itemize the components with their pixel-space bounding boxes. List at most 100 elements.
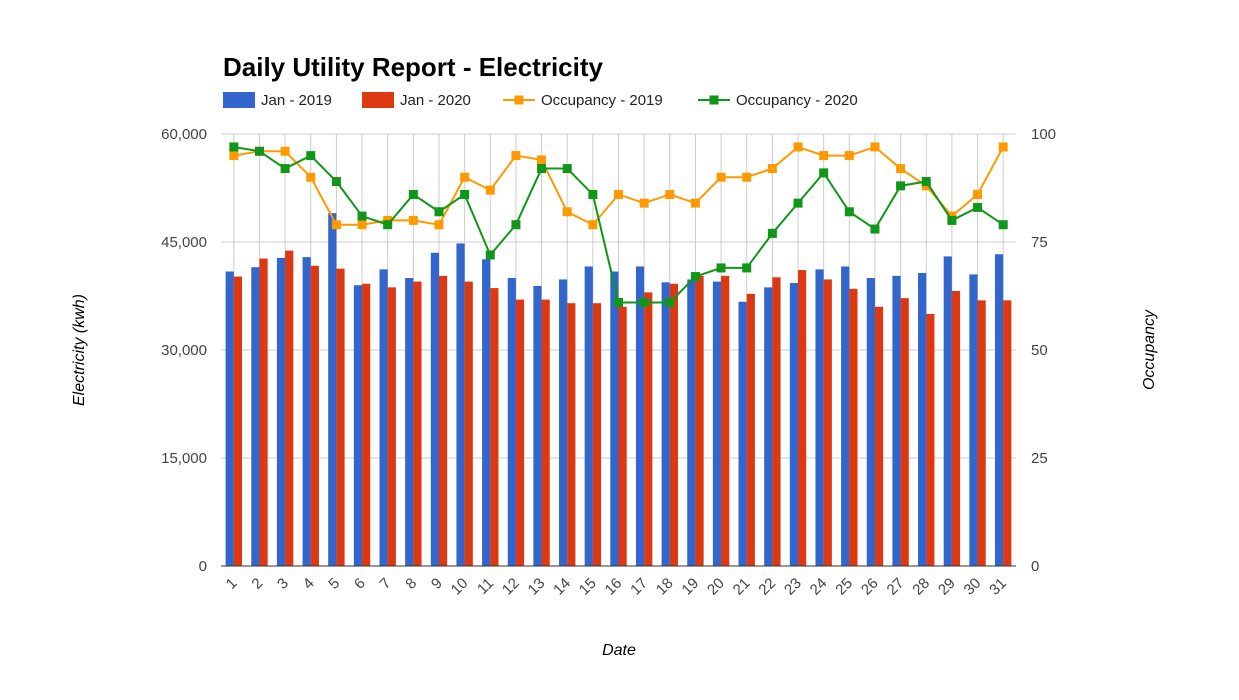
bar-jan-2020 — [798, 270, 807, 566]
bar-jan-2019 — [815, 269, 824, 566]
point-occupancy-2020 — [614, 297, 623, 307]
line-marks — [229, 142, 1008, 307]
bar-jan-2020 — [900, 298, 909, 566]
bar-jan-2020 — [695, 275, 704, 566]
point-occupancy-2020 — [357, 211, 367, 221]
point-occupancy-2019 — [639, 198, 649, 208]
point-occupancy-2020 — [639, 297, 649, 307]
bar-jan-2020 — [413, 281, 422, 566]
point-occupancy-2019 — [357, 220, 367, 230]
bar-jan-2019 — [302, 257, 311, 566]
bar-jan-2019 — [635, 266, 645, 566]
point-occupancy-2019 — [511, 151, 521, 161]
point-occupancy-2020 — [588, 189, 598, 199]
point-occupancy-2020 — [844, 207, 854, 217]
bar-jan-2019 — [225, 271, 234, 566]
point-occupancy-2020 — [306, 151, 316, 161]
bar-jan-2020 — [926, 314, 935, 566]
point-occupancy-2020 — [973, 202, 983, 212]
bar-jan-2019 — [738, 301, 747, 566]
point-occupancy-2020 — [511, 220, 521, 230]
point-occupancy-2020 — [460, 189, 470, 199]
point-occupancy-2019 — [280, 146, 290, 156]
point-occupancy-2019 — [614, 189, 623, 199]
point-occupancy-2019 — [896, 164, 906, 174]
bar-jan-2019 — [687, 279, 696, 566]
bar-jan-2020 — [669, 283, 678, 566]
point-occupancy-2019 — [460, 172, 470, 182]
bar-jan-2020 — [259, 258, 268, 566]
point-occupancy-2019 — [562, 207, 572, 217]
bar-jan-2019 — [276, 257, 286, 566]
y-tick-label: 30,000 — [161, 342, 207, 359]
bar-jan-2019 — [712, 281, 722, 566]
bar-jan-2020 — [849, 288, 858, 566]
bar-jan-2020 — [592, 303, 602, 566]
bar-marks — [225, 213, 1012, 567]
legend-marker-occupancy-2020 — [709, 95, 719, 105]
bar-jan-2020 — [387, 287, 396, 566]
bar-jan-2020 — [541, 299, 550, 566]
point-occupancy-2020 — [947, 215, 957, 225]
bar-jan-2019 — [584, 266, 593, 566]
point-occupancy-2019 — [537, 155, 547, 165]
bar-jan-2020 — [515, 299, 525, 566]
bar-jan-2019 — [328, 213, 337, 566]
bar-jan-2019 — [969, 274, 978, 566]
point-occupancy-2020 — [998, 220, 1008, 230]
bar-jan-2020 — [977, 300, 986, 566]
bar-jan-2019 — [353, 285, 363, 566]
point-occupancy-2020 — [562, 164, 572, 174]
point-occupancy-2020 — [434, 207, 444, 217]
point-occupancy-2020 — [537, 164, 547, 174]
bar-jan-2020 — [567, 303, 576, 566]
y2-tick-label: 0 — [1031, 558, 1039, 575]
legend: Jan - 2019 Jan - 2020 Occupancy - 2019 Occu… — [223, 92, 858, 109]
y-axis-title: Electricity (kwh) — [71, 294, 88, 406]
point-occupancy-2019 — [742, 172, 752, 182]
point-occupancy-2019 — [690, 198, 700, 208]
point-occupancy-2019 — [331, 220, 341, 230]
bar-jan-2019 — [994, 254, 1004, 567]
point-occupancy-2020 — [742, 263, 752, 273]
point-occupancy-2020 — [690, 272, 700, 282]
point-occupancy-2019 — [588, 220, 598, 230]
point-occupancy-2020 — [665, 297, 675, 307]
bar-jan-2019 — [610, 271, 619, 566]
legend-label: Jan - 2020 — [400, 92, 471, 109]
bar-jan-2019 — [892, 275, 901, 566]
chart-title: Daily Utility Report - Electricity — [223, 52, 604, 82]
y2-tick-label: 100 — [1031, 126, 1056, 143]
bar-jan-2019 — [405, 278, 414, 566]
bar-jan-2020 — [310, 265, 319, 566]
bar-jan-2019 — [841, 266, 850, 566]
y2-tick-label: 25 — [1031, 450, 1048, 467]
bar-jan-2020 — [618, 306, 627, 566]
point-occupancy-2019 — [844, 151, 854, 161]
point-occupancy-2020 — [793, 198, 803, 208]
y-tick-label: 45,000 — [161, 234, 207, 251]
y-tick-label: 60,000 — [161, 126, 207, 143]
bar-jan-2019 — [379, 269, 388, 566]
bar-jan-2020 — [721, 275, 730, 566]
point-occupancy-2020 — [767, 228, 777, 238]
bar-jan-2019 — [251, 267, 260, 566]
point-occupancy-2019 — [306, 172, 316, 182]
point-occupancy-2019 — [665, 189, 675, 199]
y2-tick-label: 75 — [1031, 234, 1048, 251]
point-occupancy-2020 — [383, 220, 393, 230]
point-occupancy-2020 — [485, 250, 495, 260]
point-occupancy-2019 — [793, 142, 803, 152]
point-occupancy-2019 — [408, 215, 418, 225]
bar-jan-2019 — [559, 279, 568, 566]
bar-jan-2019 — [661, 282, 670, 566]
bar-jan-2019 — [533, 285, 542, 566]
x-axis-title: Date — [602, 642, 636, 659]
bar-jan-2019 — [943, 256, 952, 566]
point-occupancy-2019 — [229, 151, 239, 161]
y-tick-label: 15,000 — [161, 450, 207, 467]
bar-jan-2020 — [874, 306, 884, 566]
point-occupancy-2019 — [434, 220, 444, 230]
bar-jan-2020 — [336, 268, 345, 566]
